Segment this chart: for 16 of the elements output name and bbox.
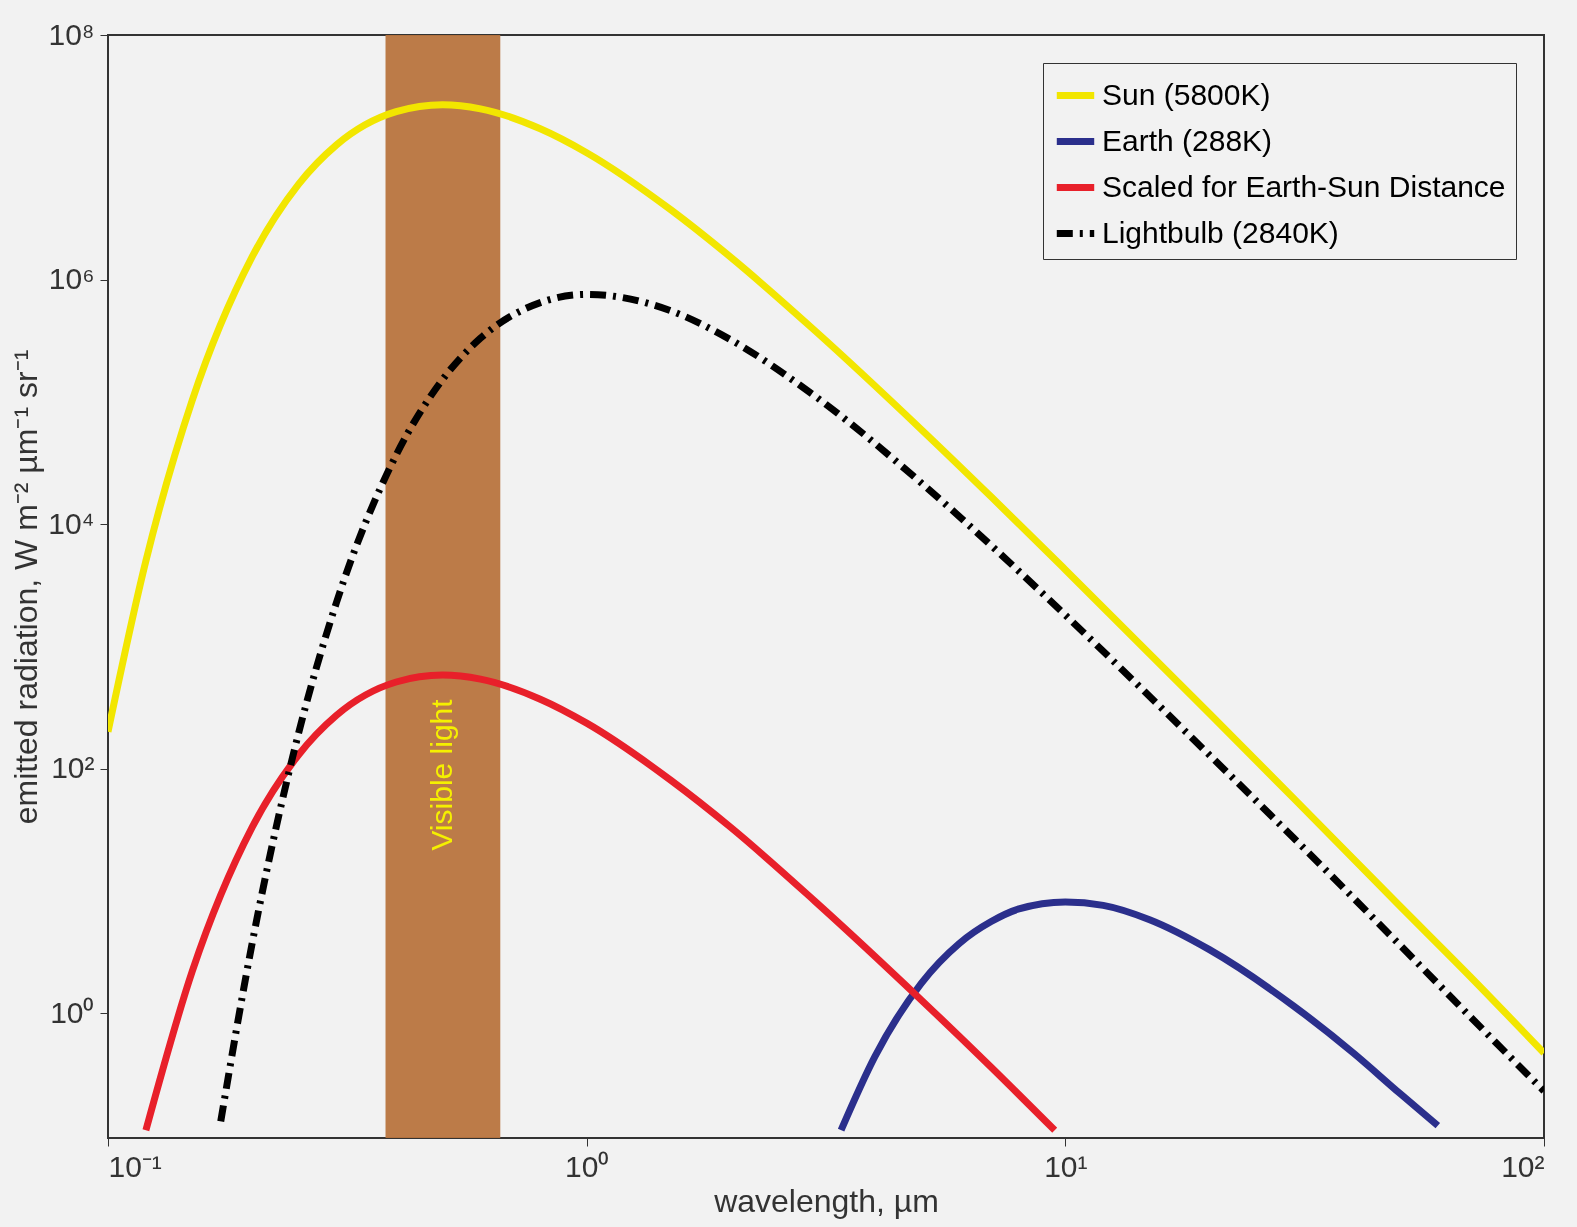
- band-label: Visible light: [424, 698, 458, 851]
- x-tick-label: 10²: [1501, 1149, 1545, 1183]
- y-tick-label: 10⁸: [48, 17, 95, 51]
- y-tick-label: 10⁰: [50, 995, 95, 1029]
- y-axis-title: emitted radiation, W m⁻² µm⁻¹ sr⁻¹: [8, 349, 45, 825]
- x-tick-label: 10⁻¹: [108, 1149, 162, 1183]
- y-tick-label: 10⁴: [48, 506, 95, 540]
- legend-label: Sun (5800K): [1102, 77, 1271, 111]
- x-tick-label: 10¹: [1044, 1149, 1088, 1183]
- x-axis-title: wavelength, µm: [713, 1182, 939, 1219]
- legend-label: Earth (288K): [1102, 123, 1273, 157]
- y-tick-label: 10²: [51, 751, 95, 785]
- y-tick-label: 10⁶: [48, 262, 95, 296]
- legend-label: Scaled for Earth-Sun Distance: [1102, 169, 1506, 203]
- legend-label: Lightbulb (2840K): [1102, 215, 1339, 249]
- x-tick-label: 10⁰: [564, 1149, 610, 1183]
